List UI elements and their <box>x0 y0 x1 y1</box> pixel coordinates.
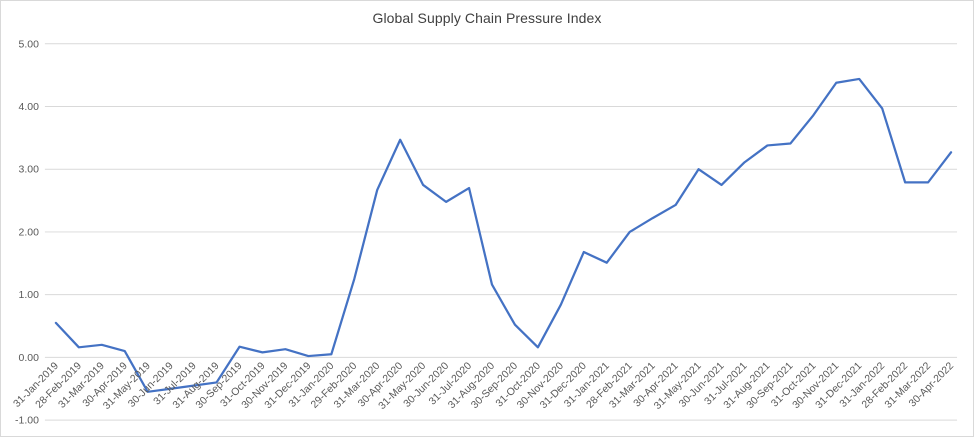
y-axis-tick-label: 5.00 <box>19 39 40 50</box>
y-axis-tick-label: 2.00 <box>19 227 40 238</box>
y-axis-tick-label: -1.00 <box>15 416 39 427</box>
y-axis-tick-label: 3.00 <box>19 165 40 176</box>
y-axis-tick-label: 0.00 <box>19 353 40 364</box>
y-axis-tick-label: 4.00 <box>19 102 40 113</box>
data-series-line <box>54 77 953 393</box>
y-axis-tick-label: 1.00 <box>19 290 40 301</box>
chart-title: Global Supply Chain Pressure Index <box>372 10 602 26</box>
